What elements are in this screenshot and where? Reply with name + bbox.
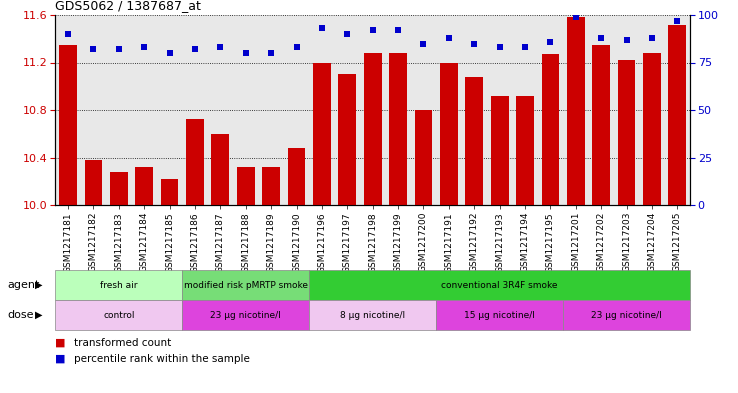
- Point: [443, 35, 455, 41]
- Point: [342, 31, 354, 37]
- Text: control: control: [103, 310, 134, 320]
- Bar: [643, 53, 661, 205]
- Bar: [669, 24, 686, 205]
- Text: percentile rank within the sample: percentile rank within the sample: [74, 354, 249, 364]
- Bar: [339, 74, 356, 205]
- Point: [672, 18, 683, 24]
- Text: ▶: ▶: [35, 280, 43, 290]
- Point: [189, 46, 201, 52]
- Point: [392, 27, 404, 33]
- Bar: [389, 53, 407, 205]
- Point: [316, 25, 328, 31]
- Bar: [593, 45, 610, 205]
- Bar: [313, 62, 331, 205]
- Bar: [440, 62, 458, 205]
- Point: [418, 40, 430, 47]
- Bar: [262, 167, 280, 205]
- Point: [621, 37, 632, 43]
- Bar: [110, 172, 128, 205]
- Point: [545, 39, 556, 45]
- Bar: [288, 148, 306, 205]
- Bar: [491, 96, 508, 205]
- Text: dose: dose: [7, 310, 34, 320]
- Bar: [466, 77, 483, 205]
- Text: 23 μg nicotine/l: 23 μg nicotine/l: [591, 310, 662, 320]
- Bar: [85, 160, 103, 205]
- Point: [291, 44, 303, 50]
- Text: modified risk pMRTP smoke: modified risk pMRTP smoke: [184, 281, 308, 290]
- Point: [367, 27, 379, 33]
- Bar: [618, 60, 635, 205]
- Text: 23 μg nicotine/l: 23 μg nicotine/l: [210, 310, 281, 320]
- Bar: [135, 167, 153, 205]
- Point: [88, 46, 100, 52]
- Point: [164, 50, 176, 56]
- Bar: [364, 53, 382, 205]
- Point: [62, 31, 74, 37]
- Text: transformed count: transformed count: [74, 338, 171, 348]
- Text: GDS5062 / 1387687_at: GDS5062 / 1387687_at: [55, 0, 201, 12]
- Text: fresh air: fresh air: [100, 281, 137, 290]
- Text: 8 μg nicotine/l: 8 μg nicotine/l: [340, 310, 405, 320]
- Point: [113, 46, 125, 52]
- Point: [494, 44, 506, 50]
- Bar: [212, 134, 230, 205]
- Point: [469, 40, 480, 47]
- Text: ■: ■: [55, 354, 66, 364]
- Bar: [567, 17, 584, 205]
- Point: [596, 35, 607, 41]
- Bar: [542, 54, 559, 205]
- Bar: [161, 179, 179, 205]
- Point: [519, 44, 531, 50]
- Bar: [415, 110, 432, 205]
- Point: [265, 50, 277, 56]
- Point: [646, 35, 658, 41]
- Text: ▶: ▶: [35, 310, 43, 320]
- Text: agent: agent: [7, 280, 40, 290]
- Text: conventional 3R4F smoke: conventional 3R4F smoke: [441, 281, 558, 290]
- Bar: [59, 45, 77, 205]
- Text: 15 μg nicotine/l: 15 μg nicotine/l: [464, 310, 535, 320]
- Bar: [237, 167, 255, 205]
- Bar: [186, 119, 204, 205]
- Point: [215, 44, 227, 50]
- Bar: [516, 96, 534, 205]
- Point: [138, 44, 150, 50]
- Text: ■: ■: [55, 338, 66, 348]
- Point: [570, 14, 582, 20]
- Point: [240, 50, 252, 56]
